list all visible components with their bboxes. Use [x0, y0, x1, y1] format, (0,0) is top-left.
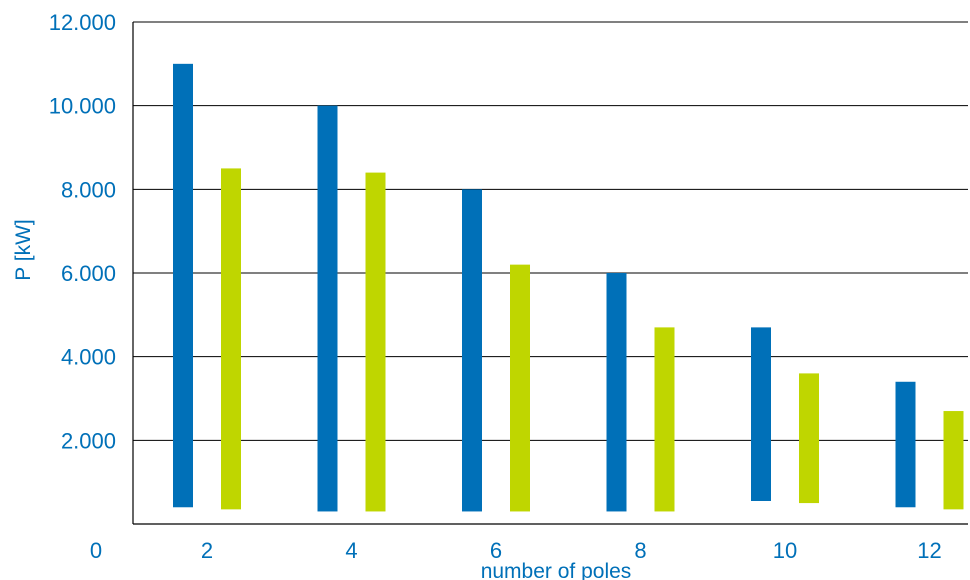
bar — [799, 373, 819, 504]
y-tick-label: 2.000 — [61, 428, 116, 453]
x-tick-labels: 2 4 6 8 10 12 — [201, 538, 942, 563]
y-tick-label: 10.000 — [49, 94, 116, 119]
x-tick-label: 4 — [345, 538, 357, 563]
bar — [365, 172, 386, 512]
bar — [943, 411, 964, 510]
bar — [221, 168, 241, 510]
bar — [895, 381, 916, 508]
y-tick-labels: 2.000 4.000 6.000 8.000 10.000 12.000 — [49, 10, 116, 453]
grid-lines — [133, 21, 968, 441]
bar — [510, 264, 530, 512]
y-tick-label: 4.000 — [61, 345, 116, 370]
bar — [462, 189, 482, 512]
x-axis-title: number of poles — [481, 560, 632, 580]
y-axis-title: P [kW] — [12, 219, 35, 280]
bars — [173, 63, 964, 512]
bar — [606, 273, 627, 512]
x-tick-label: 12 — [917, 538, 941, 563]
bar — [751, 327, 771, 501]
x-tick-label: 10 — [773, 538, 797, 563]
bar — [317, 105, 338, 512]
bar — [173, 63, 193, 508]
y-tick-label: 8.000 — [61, 177, 116, 202]
x-tick-label: 2 — [201, 538, 213, 563]
origin-label: 0 — [90, 538, 102, 563]
x-tick-label: 8 — [634, 538, 646, 563]
y-tick-label: 12.000 — [49, 10, 116, 35]
y-tick-label: 6.000 — [61, 261, 116, 286]
axes — [132, 22, 968, 525]
x-tick-label: 6 — [490, 538, 502, 563]
bar — [654, 327, 675, 512]
